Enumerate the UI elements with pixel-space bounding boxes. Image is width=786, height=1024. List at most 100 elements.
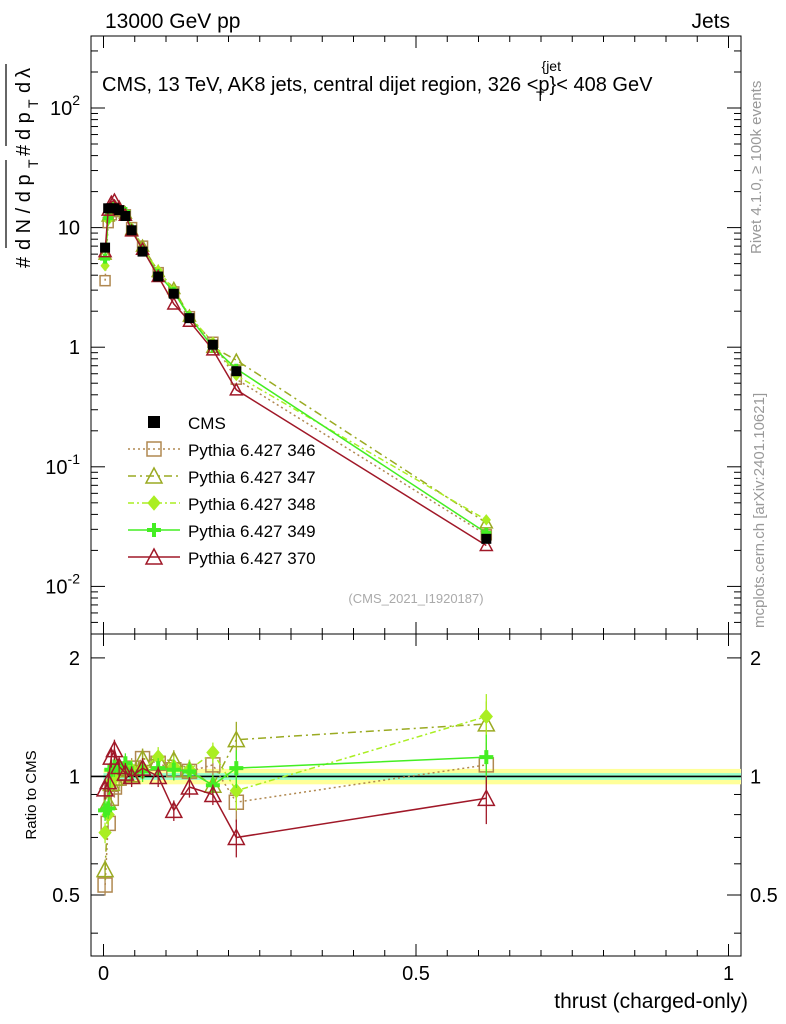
cms-point xyxy=(481,533,492,544)
x-tick-label: 0.5 xyxy=(402,963,430,985)
ratio-point xyxy=(180,777,199,795)
svg-text:d: d xyxy=(0,115,5,126)
ratio-series xyxy=(95,694,496,896)
ratio-point xyxy=(98,803,113,818)
x-tick-label: 0 xyxy=(98,963,109,985)
energy-label: 13000 GeV pp xyxy=(105,10,240,33)
svg-text:#: # xyxy=(13,256,35,268)
legend-label: Pythia 6.427 346 xyxy=(188,441,316,460)
series-line-370 xyxy=(104,198,487,547)
ratio-point xyxy=(164,800,184,819)
x-axis-label: thrust (charged-only) xyxy=(554,990,748,1013)
svg-text:d: d xyxy=(13,82,35,93)
main-y-axis-label: # d N / d p T 1 # d p T d λ # d 2 N xyxy=(0,64,41,268)
series-point xyxy=(481,527,492,538)
ratio-point xyxy=(166,762,181,777)
legend: CMS Pythia 6.427 346 Pythia 6.427 347 Pythi… xyxy=(128,414,316,568)
legend-label: Pythia 6.427 370 xyxy=(188,549,316,568)
analysis-watermark: (CMS_2021_I1920187) xyxy=(348,591,483,606)
ratio-point xyxy=(98,772,118,790)
ratio-point xyxy=(122,766,141,785)
svg-text:d N / d p: d N / d p xyxy=(13,174,35,250)
series-point xyxy=(481,514,491,526)
ratio-point xyxy=(227,827,246,846)
ratio-y-tick-label-right: 0.5 xyxy=(750,885,778,907)
chart-title: CMS, 13 TeV, AK8 jets, central dijet reg… xyxy=(102,58,653,104)
ratio-point xyxy=(133,758,152,776)
ratio-point xyxy=(479,708,493,725)
ratio-point xyxy=(477,788,496,807)
ratio-point xyxy=(229,782,243,799)
legend-cms-marker xyxy=(148,416,160,428)
svg-text:T: T xyxy=(25,99,41,108)
legend-label: Pythia 6.427 349 xyxy=(188,522,316,541)
legend-marker xyxy=(147,523,161,537)
svg-text:d p: d p xyxy=(13,112,35,140)
legend-marker xyxy=(146,441,162,457)
legend-marker xyxy=(144,466,164,484)
ratio-y-tick-label: 0.5 xyxy=(52,885,80,907)
ratio-point xyxy=(101,801,116,816)
category-label: Jets xyxy=(691,10,730,33)
ratio-y-tick-label-right: 2 xyxy=(750,648,761,670)
series-point xyxy=(100,253,111,264)
series-point xyxy=(479,515,494,529)
svg-text:#: # xyxy=(0,132,5,144)
legend-marker xyxy=(147,495,161,511)
ratio-point xyxy=(104,762,119,777)
cms-point xyxy=(184,313,195,324)
ratio-point xyxy=(203,784,223,803)
cms-point xyxy=(114,205,125,216)
cms-point xyxy=(168,288,179,299)
cms-point xyxy=(137,246,148,257)
series-point xyxy=(166,296,182,310)
ratio-point xyxy=(148,766,168,785)
legend-label: Pythia 6.427 347 xyxy=(188,468,316,487)
y-tick-label: 10-2 xyxy=(45,570,80,598)
mcplots-label: mcplots.cern.ch [arXiv:2401.10621] xyxy=(751,393,768,628)
ratio-point xyxy=(95,860,115,878)
cms-point xyxy=(100,242,111,253)
ratio-y-tick-label: 1 xyxy=(69,766,80,788)
svg-text:N: N xyxy=(0,86,5,100)
legend-cms-label: CMS xyxy=(188,414,226,433)
series-point xyxy=(229,382,244,396)
y-tick-label: 10-1 xyxy=(45,451,80,479)
data-series xyxy=(97,192,494,552)
axis-ticks xyxy=(91,35,741,956)
ratio-point xyxy=(105,740,124,758)
ratio-y-tick-label: 2 xyxy=(69,648,80,670)
series-point xyxy=(479,537,494,552)
svg-text:#: # xyxy=(13,144,35,156)
ratio-point xyxy=(227,730,246,748)
cms-point xyxy=(207,339,218,350)
legend-label: Pythia 6.427 348 xyxy=(188,495,316,514)
ratio-y-tick-label-right: 1 xyxy=(750,766,761,788)
y-tick-label: 10 xyxy=(58,218,80,240)
y-tick-label: 1 xyxy=(69,337,80,359)
cms-point xyxy=(153,271,164,282)
ratio-point xyxy=(182,764,197,779)
rivet-label: Rivet 4.1.0, ≥ 100k events xyxy=(748,81,765,254)
series-point xyxy=(99,274,111,287)
ratio-plot-frame xyxy=(90,633,742,957)
ratio-y-axis-label: Ratio to CMS xyxy=(23,750,40,839)
main-plot-frame xyxy=(90,35,742,635)
ratio-point xyxy=(109,756,129,775)
svg-text:λ: λ xyxy=(13,68,35,78)
ratio-point xyxy=(479,750,494,765)
ratio-point xyxy=(206,744,220,761)
y-tick-label: 102 xyxy=(50,92,80,120)
svg-text:1: 1 xyxy=(0,199,5,210)
cms-point xyxy=(126,225,137,236)
tick-labels: 0 0.5 1 10-2 10-1 1 10 102 0.5 0.5 1 1 2 2 xyxy=(45,92,778,985)
cms-point xyxy=(120,211,131,222)
svg-text:T: T xyxy=(25,159,41,168)
ratio-point xyxy=(98,824,112,841)
legend-marker xyxy=(144,547,164,565)
x-tick-label: 1 xyxy=(723,963,734,985)
cms-point xyxy=(231,366,242,377)
ratio-point xyxy=(229,761,244,776)
ratio-line-347 xyxy=(104,723,487,870)
